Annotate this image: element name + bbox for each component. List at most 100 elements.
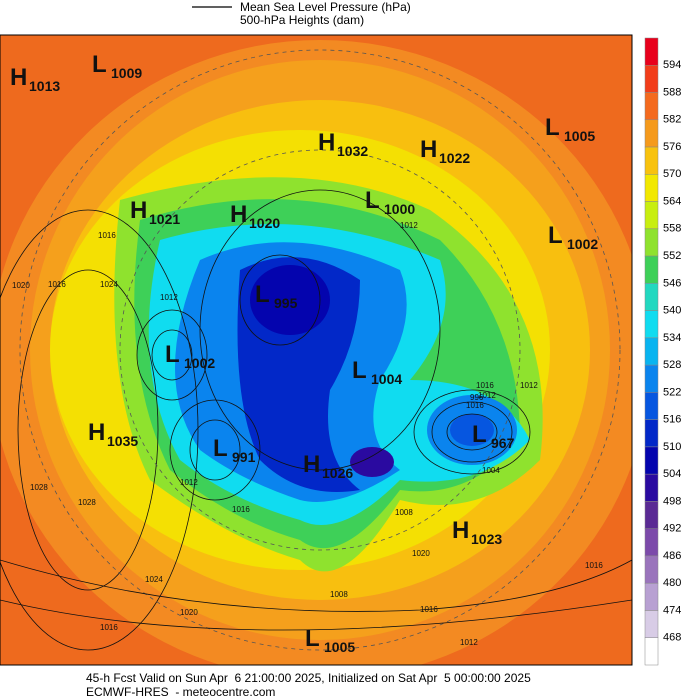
center-pressure: 1022 <box>439 150 470 166</box>
colorbar-tick-label: 480 <box>663 577 681 589</box>
contour-label: 1004 <box>482 466 500 475</box>
contour-label: 1020 <box>412 549 430 558</box>
colorbar-tick-label: 522 <box>663 386 681 398</box>
colorbar-tick-label: 540 <box>663 305 681 317</box>
color-swatch <box>644 337 659 366</box>
contour-label: 1024 <box>100 280 118 289</box>
color-swatch <box>644 119 659 148</box>
contour-label: 1016 <box>585 561 603 570</box>
color-swatch <box>644 582 659 611</box>
center-pressure: 1000 <box>384 201 415 217</box>
contour-label: 996 <box>470 393 484 402</box>
contour-label: 1012 <box>520 381 538 390</box>
color-swatch <box>644 446 659 475</box>
center-kind: L <box>165 341 180 368</box>
center-kind: H <box>452 517 469 544</box>
center-pressure: 1002 <box>567 236 598 252</box>
center-pressure: 1013 <box>29 78 60 94</box>
center-kind: L <box>255 281 270 308</box>
center-pressure: 1023 <box>471 531 502 547</box>
contour-label: 1020 <box>180 608 198 617</box>
center-pressure: 995 <box>274 295 298 311</box>
contour-label: 1012 <box>180 478 198 487</box>
contour-label: 1016 <box>420 605 438 614</box>
contour-label: 1020 <box>12 281 30 290</box>
color-swatch <box>644 255 659 284</box>
footer-source: ECMWF-HRES - meteocentre.com <box>86 685 275 699</box>
center-pressure: 1005 <box>324 639 355 655</box>
colorbar-tick-label: 546 <box>663 277 681 289</box>
colorbar-tick-label: 492 <box>663 523 681 535</box>
color-swatch <box>644 65 659 93</box>
center-kind: H <box>130 197 147 224</box>
center-kind: L <box>545 114 560 141</box>
center-kind: L <box>213 435 228 462</box>
colorbar-tick-label: 582 <box>663 114 681 126</box>
center-kind: L <box>352 357 367 384</box>
colorbar-tick-label: 498 <box>663 495 681 507</box>
colorbar-tick-label: 552 <box>663 250 681 262</box>
contour-label: 1016 <box>100 623 118 632</box>
contour-label: 1016 <box>476 381 494 390</box>
center-pressure: 1026 <box>322 465 353 481</box>
contour-label: 1016 <box>98 231 116 240</box>
center-kind: H <box>10 64 27 91</box>
color-swatch <box>644 310 659 339</box>
color-swatch <box>644 201 659 230</box>
colorbar-tick-label: 558 <box>663 223 681 235</box>
contour-label: 1008 <box>330 590 348 599</box>
colorbar-tick-label: 510 <box>663 441 681 453</box>
colorbar-tick-label: 474 <box>663 604 681 616</box>
contour-label: 1028 <box>78 498 96 507</box>
color-swatch <box>644 92 659 121</box>
colorbar-tick-label: 576 <box>663 141 681 153</box>
color-swatch <box>644 392 659 420</box>
center-pressure: 967 <box>491 435 515 451</box>
legend-heights: 500-hPa Heights (dam) <box>240 13 364 27</box>
color-swatch <box>644 146 659 175</box>
contour-label: 1012 <box>478 391 496 400</box>
center-kind: L <box>548 222 563 249</box>
contour-label: 1016 <box>232 505 250 514</box>
color-swatch <box>644 473 659 502</box>
contour-label: 1016 <box>466 401 484 410</box>
color-swatch <box>644 501 659 529</box>
center-kind: H <box>230 201 247 228</box>
center-kind: H <box>88 419 105 446</box>
center-pressure: 1020 <box>249 215 280 231</box>
color-swatch <box>644 283 659 311</box>
center-pressure: 1032 <box>337 143 368 159</box>
contour-label: 1012 <box>400 221 418 230</box>
center-kind: H <box>420 136 437 163</box>
center-kind: H <box>303 451 320 478</box>
contour-label: 1008 <box>395 508 413 517</box>
contour-label: 1012 <box>160 293 178 302</box>
colorbar-tick-label: 486 <box>663 550 681 562</box>
color-swatch <box>644 637 659 666</box>
color-swatch <box>644 610 659 638</box>
center-kind: L <box>472 421 487 448</box>
colorbar-tick-label: 516 <box>663 414 681 426</box>
contour-label: 1016 <box>48 280 66 289</box>
center-kind: L <box>305 625 320 652</box>
center-kind: L <box>92 51 107 78</box>
colorbar-tick-label: 528 <box>663 359 681 371</box>
center-kind: H <box>318 129 335 156</box>
footer-valid: 45-h Fcst Valid on Sun Apr 6 21:00:00 20… <box>86 671 531 685</box>
contour-label: 1012 <box>460 638 478 647</box>
colorbar-tick-label: 564 <box>663 195 681 207</box>
center-pressure: 1002 <box>184 355 215 371</box>
map-frame <box>0 34 633 666</box>
colorbar-tick-label: 570 <box>663 168 681 180</box>
colorbar-tick-label: 504 <box>663 468 681 480</box>
color-swatch <box>644 419 659 448</box>
color-swatch <box>644 555 659 584</box>
center-pressure: 1004 <box>371 371 402 387</box>
colorbar-tick-label: 468 <box>663 632 681 644</box>
contour-label: 1028 <box>30 483 48 492</box>
center-kind: L <box>365 187 380 214</box>
contour-label: 1024 <box>145 575 163 584</box>
center-pressure: 991 <box>232 449 256 465</box>
colorbar-tick-label: 534 <box>663 332 681 344</box>
